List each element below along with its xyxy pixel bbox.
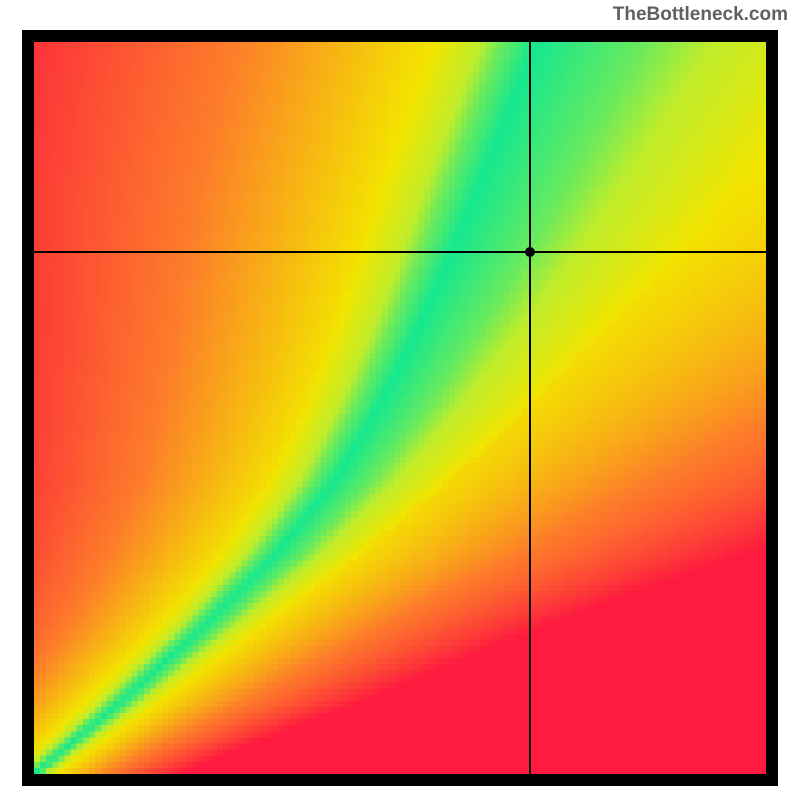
crosshair-horizontal: [34, 251, 766, 253]
attribution-text: TheBottleneck.com: [613, 4, 788, 26]
heatmap: [34, 42, 766, 774]
chart-container: TheBottleneck.com: [0, 0, 800, 800]
crosshair-marker: [525, 247, 535, 257]
crosshair-vertical: [529, 42, 531, 774]
